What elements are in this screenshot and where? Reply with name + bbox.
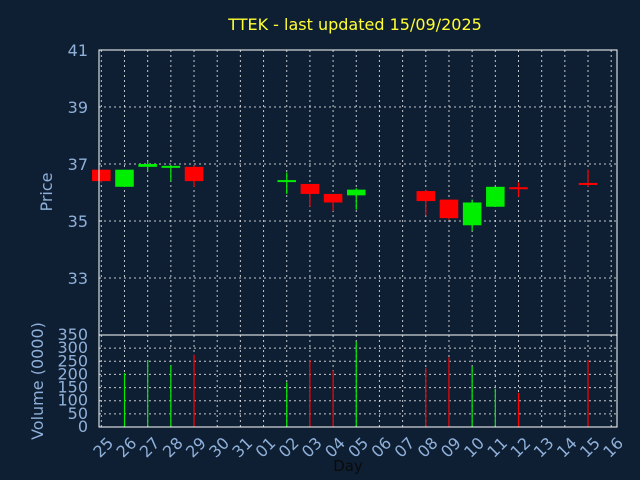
price-axis-label: Price: [37, 172, 56, 211]
candle-body: [509, 187, 528, 190]
x-axis-label: Day: [333, 457, 363, 475]
plot-frames: [98, 49, 618, 428]
price-tick-label: 39: [68, 98, 88, 117]
candle-body: [138, 164, 157, 167]
candle-body: [439, 199, 459, 219]
chart-title: TTEK - last updated 15/09/2025: [227, 15, 482, 34]
candle-body: [300, 183, 320, 194]
volume-tick-label: 250: [57, 351, 88, 370]
price-candles: [92, 161, 598, 231]
volume-tick-label: 150: [57, 378, 88, 397]
candle-body: [184, 166, 204, 182]
candle-body: [161, 165, 181, 168]
volume-tick-label: 350: [57, 325, 88, 344]
candle-body: [462, 202, 482, 226]
candle-body: [416, 191, 436, 202]
x-tick-label: 16: [599, 433, 627, 461]
candle-body: [486, 186, 505, 207]
volume-tick-label: 0: [78, 417, 88, 436]
price-tick-label: 35: [68, 212, 88, 231]
volume-tick-label: 50: [68, 404, 88, 423]
price-tick-label: 33: [68, 269, 88, 288]
volume-tick-label: 100: [57, 391, 88, 410]
volume-axis-label: Volume (0000): [28, 322, 47, 440]
volume-tick-label: 200: [57, 364, 88, 383]
volume-panel-frame: [98, 334, 618, 428]
grid-lines: [99, 50, 617, 427]
volume-bars: [123, 341, 589, 427]
candle-body: [277, 180, 297, 183]
price-tick-label: 41: [68, 41, 88, 60]
candle-body: [92, 169, 111, 182]
candle-body: [578, 182, 598, 185]
candle-body: [323, 193, 343, 203]
volume-tick-label: 300: [57, 338, 88, 357]
candle-body: [115, 169, 134, 187]
price-tick-label: 37: [68, 155, 88, 174]
candle-body: [346, 189, 366, 196]
